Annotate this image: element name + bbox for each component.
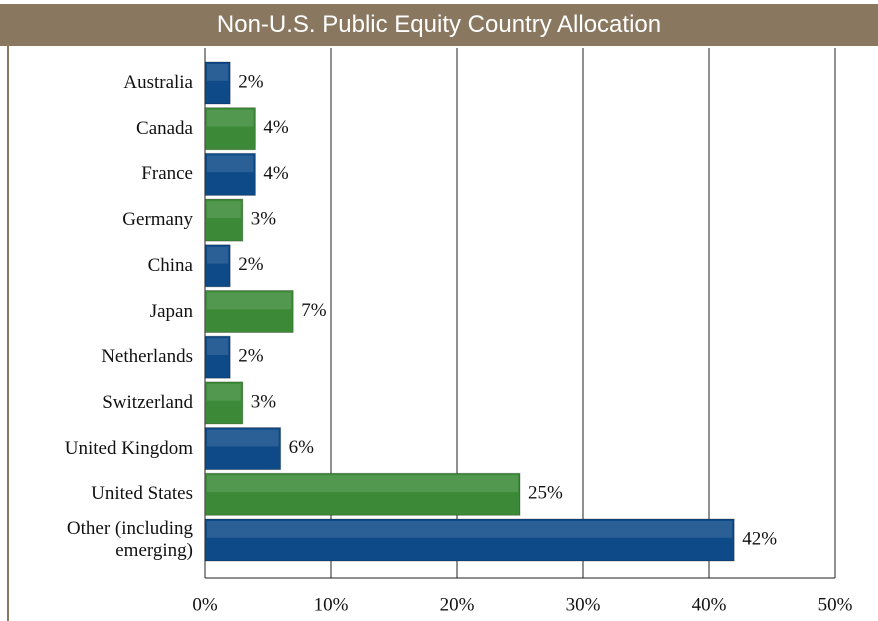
x-tick-label: 50% xyxy=(818,594,853,615)
y-tick-label: Australia xyxy=(123,72,193,93)
bar xyxy=(204,152,256,196)
y-tick-label: Switzerland xyxy=(102,391,193,413)
bar xyxy=(204,518,735,562)
value-label: 4% xyxy=(263,117,289,138)
bar xyxy=(204,335,231,379)
y-tick-label: United Kingdom xyxy=(64,437,193,459)
value-label: 2% xyxy=(238,254,264,275)
y-tick-label: Canada xyxy=(136,117,193,139)
bar xyxy=(204,61,231,105)
bar xyxy=(204,381,244,425)
x-tick-label: 10% xyxy=(314,594,349,615)
x-tick-label: 20% xyxy=(440,594,475,615)
value-label: 25% xyxy=(528,483,563,504)
bar xyxy=(204,427,282,471)
y-tick-label: Other (including emerging) xyxy=(66,518,193,561)
bar xyxy=(204,198,244,242)
bar-highlight xyxy=(207,109,254,127)
bar xyxy=(204,244,231,288)
x-tick-label: 0% xyxy=(192,594,218,615)
value-label: 3% xyxy=(251,391,276,412)
y-tick-label: France xyxy=(141,163,193,185)
bar-highlight xyxy=(207,155,254,173)
value-label: 3% xyxy=(251,208,276,229)
value-label: 2% xyxy=(238,71,264,92)
bar xyxy=(204,472,521,516)
bar-highlight xyxy=(207,246,229,264)
bar-highlight xyxy=(207,201,241,218)
x-tick-label: 40% xyxy=(692,594,727,615)
y-tick-label: Germany xyxy=(122,209,193,231)
bar xyxy=(204,290,294,333)
y-tick-label: China xyxy=(147,254,193,276)
y-tick-label: Japan xyxy=(149,300,193,322)
value-label: 6% xyxy=(289,437,315,458)
value-label: 4% xyxy=(263,163,289,184)
x-tick-label: 30% xyxy=(566,594,601,615)
bar-highlight xyxy=(207,521,733,538)
bar-highlight xyxy=(207,338,229,355)
chart-title: Non-U.S. Public Equity Country Allocatio… xyxy=(0,4,878,46)
bar-highlight xyxy=(207,292,292,310)
bar-highlight xyxy=(207,383,241,401)
value-label: 7% xyxy=(301,300,327,321)
bar-highlight xyxy=(207,475,518,493)
value-label: 2% xyxy=(238,346,264,367)
frame-line xyxy=(7,46,9,621)
bar-highlight xyxy=(207,429,279,447)
bar xyxy=(204,107,256,151)
y-tick-label: United States xyxy=(91,483,193,505)
bar-highlight xyxy=(207,64,229,81)
value-label: 42% xyxy=(742,528,777,549)
y-tick-label: Netherlands xyxy=(101,346,193,368)
